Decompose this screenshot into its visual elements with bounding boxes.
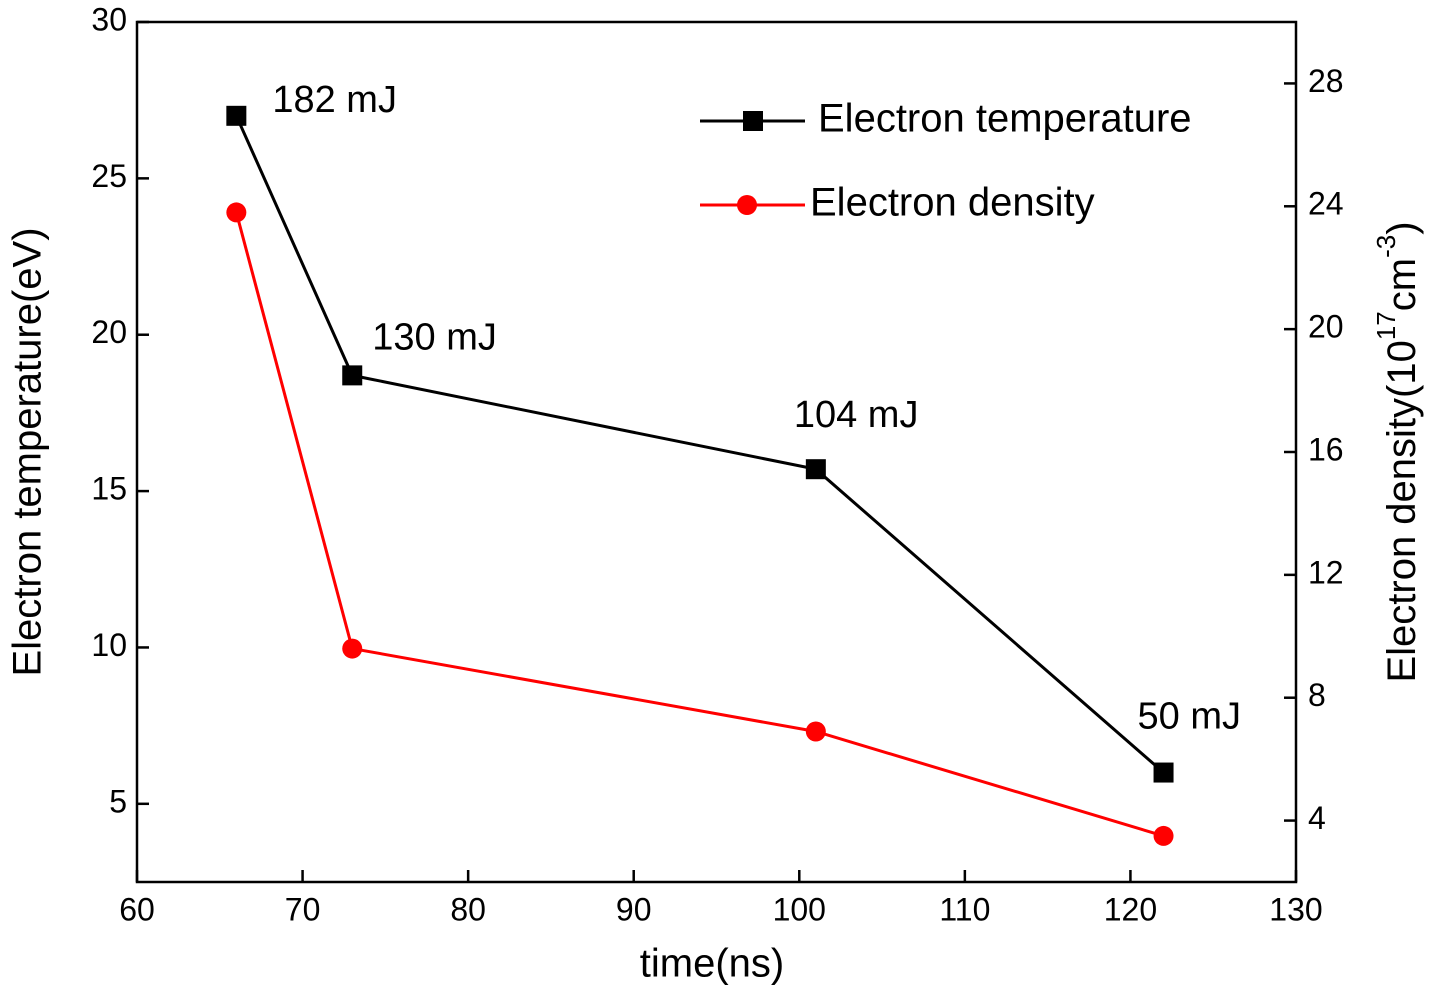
annotation: 50 mJ [1138,696,1241,738]
legend-marker [743,111,763,131]
legend-marker [737,195,757,215]
x-tick-label: 130 [1269,891,1322,927]
marker [1153,825,1174,846]
x-tick-label: 100 [773,891,826,927]
annotation: 182 mJ [272,79,397,121]
x-tick-label: 60 [119,891,155,927]
y2-axis-title: Electron density(1017cm-3) [1371,221,1424,682]
annotation: 104 mJ [794,394,919,436]
y2-tick-label: 24 [1308,186,1344,222]
y-tick-label: 5 [109,783,127,819]
y2-axis-title-part: -3 [1371,235,1401,258]
marker [805,721,826,742]
y-tick-label: 10 [91,627,127,663]
x-tick-label: 80 [450,891,486,927]
x-tick-label: 120 [1104,891,1157,927]
y-tick-label: 20 [91,314,127,350]
marker [805,459,826,480]
marker [1153,762,1174,783]
marker [342,365,363,386]
x-tick-label: 110 [939,891,990,927]
y2-tick-label: 28 [1308,63,1344,99]
annotation: 130 mJ [372,316,497,358]
series-line [234,212,1164,838]
y-tick-label: 25 [91,158,127,194]
y-axis-title: Electron temperature(eV) [6,227,50,676]
y2-tick-label: 12 [1308,554,1344,590]
legend-label: Electron density [810,181,1095,225]
y2-axis-title-part: cm [1380,258,1424,311]
x-tick-label: 90 [616,891,652,927]
legend-label: Electron temperature [818,97,1192,141]
marker [342,638,363,659]
y2-axis-title-part: ) [1380,221,1424,234]
y2-axis-title-part: 17 [1371,311,1401,340]
x-tick-label: 70 [285,891,321,927]
marker [226,202,247,223]
series-line [234,115,1165,774]
y2-tick-label: 4 [1308,800,1326,836]
plot-frame [135,20,1298,884]
y-tick-label: 30 [91,1,127,37]
y2-axis-title-part: Electron density(10 [1380,340,1424,682]
marker [226,105,247,126]
y-tick-label: 15 [91,471,127,507]
y2-tick-label: 16 [1308,431,1344,467]
y2-tick-label: 20 [1308,309,1344,345]
x-axis-title: time(ns) [640,942,784,986]
y2-tick-label: 8 [1308,677,1326,713]
